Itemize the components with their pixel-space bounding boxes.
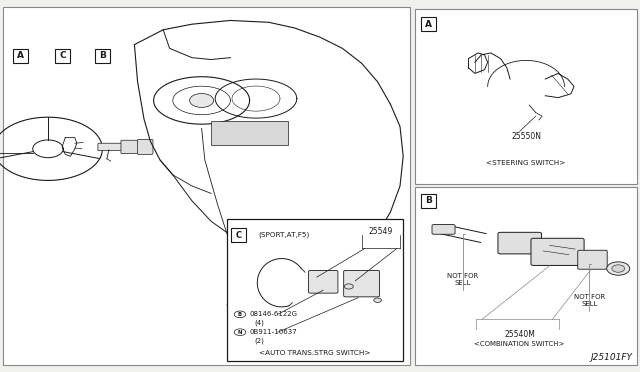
Bar [415, 9, 637, 184]
FancyBboxPatch shape [98, 143, 123, 151]
Bar [227, 219, 403, 361]
Text: B: B [238, 312, 242, 317]
Bar [421, 17, 436, 31]
FancyBboxPatch shape [121, 140, 140, 154]
FancyBboxPatch shape [498, 232, 541, 254]
Text: NOT FOR
SELL: NOT FOR SELL [447, 273, 478, 286]
Circle shape [234, 329, 246, 336]
Text: 25550N: 25550N [511, 132, 541, 141]
FancyBboxPatch shape [578, 250, 607, 269]
Text: (SPORT,AT,F5): (SPORT,AT,F5) [258, 232, 309, 238]
FancyBboxPatch shape [138, 140, 153, 154]
Text: A: A [426, 20, 432, 29]
Bar [415, 187, 637, 365]
Text: <STEERING SWITCH>: <STEERING SWITCH> [486, 160, 566, 166]
Circle shape [189, 93, 214, 108]
Text: C: C [60, 51, 66, 60]
Bar [231, 228, 246, 242]
FancyBboxPatch shape [531, 238, 584, 266]
Circle shape [374, 298, 381, 302]
Bar [13, 49, 28, 63]
Circle shape [612, 265, 625, 272]
Text: N: N [237, 330, 243, 335]
Text: C: C [236, 231, 242, 240]
Bar [55, 49, 70, 63]
Text: 0B911-10637: 0B911-10637 [250, 329, 298, 335]
Text: 25549: 25549 [368, 227, 392, 236]
Circle shape [344, 284, 353, 289]
Text: <AUTO TRANS.STRG SWITCH>: <AUTO TRANS.STRG SWITCH> [259, 350, 371, 356]
Text: NOT FOR
SELL: NOT FOR SELL [574, 294, 605, 307]
Text: B: B [426, 196, 432, 205]
Text: (2): (2) [254, 337, 264, 344]
Text: (4): (4) [254, 319, 264, 326]
Text: <COMBINATION SWITCH>: <COMBINATION SWITCH> [474, 341, 565, 347]
Bar [3, 7, 410, 365]
Text: 08146-6122G: 08146-6122G [250, 311, 298, 317]
Bar [211, 121, 288, 145]
Circle shape [607, 262, 630, 275]
Bar [95, 49, 110, 63]
FancyBboxPatch shape [432, 225, 455, 234]
Text: B: B [99, 51, 106, 60]
Bar [421, 194, 436, 208]
Text: J25101FY: J25101FY [590, 353, 632, 362]
Circle shape [234, 311, 246, 318]
FancyBboxPatch shape [344, 270, 380, 297]
FancyBboxPatch shape [308, 270, 338, 293]
Text: A: A [17, 51, 24, 60]
Text: 25540M: 25540M [504, 330, 535, 339]
